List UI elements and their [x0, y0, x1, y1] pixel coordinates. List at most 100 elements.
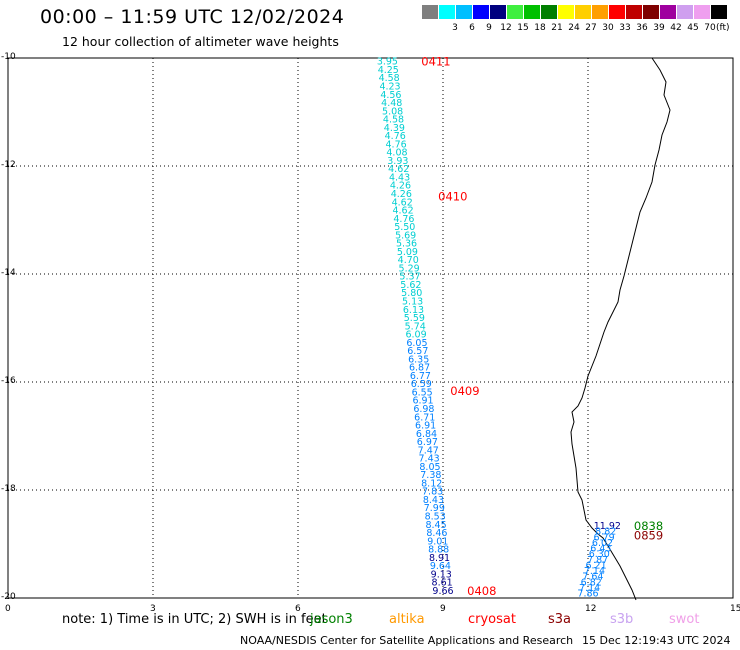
wave-height-value: 7.64: [582, 572, 603, 583]
wave-height-value: 8.46: [426, 528, 447, 539]
wave-height-value: 6.57: [407, 346, 428, 357]
scale-tick-label: 12: [500, 23, 512, 33]
scale-tick-label: 39: [653, 23, 665, 33]
wave-height-value: 4.26: [391, 189, 412, 200]
wave-height-value: 6.30: [589, 549, 610, 560]
latitude-label: -16: [1, 376, 16, 386]
wave-height-value: 5.69: [395, 230, 416, 241]
scale-tick-label: 27: [585, 23, 597, 33]
pass-time-label: 0859: [634, 528, 663, 542]
wave-height-value: 6.05: [406, 338, 427, 349]
pass-time-label: 0410: [438, 190, 467, 204]
latitude-label: -20: [1, 592, 16, 602]
wave-height-value: 6.55: [412, 387, 433, 398]
wave-height-value: 4.48: [381, 98, 402, 109]
wave-height-value: 6.59: [411, 379, 432, 390]
wave-height-value: 7.87: [587, 555, 608, 566]
wave-height-value: 6.97: [417, 437, 438, 448]
scale-swatch: [626, 5, 642, 19]
wave-height-value: 6.13: [403, 305, 424, 316]
map-subtitle: 12 hour collection of altimeter wave hei…: [62, 34, 339, 49]
scale-tick-label: 9: [486, 23, 492, 33]
wave-height-value: 5.80: [401, 288, 422, 299]
lat-lon-grid: [7, 57, 734, 599]
wave-height-observations: 3.954.254.584.234.564.485.084.584.394.76…: [377, 55, 663, 600]
wave-height-value: 4.58: [379, 73, 400, 84]
scale-swatch: [694, 5, 710, 19]
scale-swatch: [558, 5, 574, 19]
satellite-legend-s3b: s3b: [610, 612, 634, 627]
satellite-legend-s3a: s3a: [548, 612, 572, 627]
scale-tick-label: 15: [517, 23, 529, 33]
wave-height-value: 8.88: [428, 545, 449, 556]
scale-swatch: [575, 5, 591, 19]
pass-time-label: 0838: [634, 519, 663, 533]
wave-height-value: 6.02: [592, 538, 613, 549]
wave-height-value: 5.59: [404, 313, 425, 324]
scale-tick-label: 24: [568, 23, 580, 33]
coastline: [570, 57, 671, 601]
wave-height-value: 6.91: [415, 421, 436, 432]
wave-height-value: 3.93: [387, 156, 408, 167]
satellite-legend-altika: altika: [389, 612, 425, 627]
footer-credit: NOAA/NESDIS Center for Satellite Applica…: [240, 634, 730, 647]
wave-height-value: 9.66: [432, 586, 453, 597]
scale-swatch: [541, 5, 557, 19]
wave-height-value: 8.53: [425, 511, 446, 522]
scale-swatch: [422, 5, 438, 19]
scale-tick-label: 36: [636, 23, 648, 33]
scale-tick-label: 42: [670, 23, 682, 33]
scale-swatch: [439, 5, 455, 19]
wave-height-value: 5.74: [405, 321, 426, 332]
scale-swatch: [660, 5, 676, 19]
scale-tick-label: 45: [687, 23, 699, 33]
scale-tick-label: 6: [469, 23, 475, 33]
longitude-label: 9: [440, 604, 446, 614]
scale-swatch: [711, 5, 727, 19]
wave-height-value: 4.76: [386, 139, 407, 150]
footer-note: note: 1) Time is in UTC; 2) SWH is in fe…: [62, 612, 327, 627]
satellite-legend-jason3: jason3: [310, 612, 353, 627]
scale-tick-label: 33: [619, 23, 631, 33]
map-frame: [7, 57, 734, 599]
scale-tick-label: 70: [704, 23, 716, 33]
wave-height-value: 6.35: [408, 354, 429, 365]
wave-height-value: 8.91: [429, 553, 450, 564]
wave-height-value: 7.43: [419, 454, 440, 465]
wave-height-value: 5.36: [396, 239, 417, 250]
wave-height-value: 6.79: [594, 532, 615, 543]
wave-height-value: 7.47: [418, 445, 439, 456]
wave-height-value: 7.86: [577, 589, 598, 600]
credit-text: NOAA/NESDIS Center for Satellite Applica…: [240, 634, 574, 647]
scale-tick-label: 18: [534, 23, 546, 33]
map-title: 00:00 – 11:59 UTC 12/02/2024: [40, 6, 345, 28]
wave-height-value: 8.45: [425, 520, 446, 531]
satellite-legend-swot: swot: [669, 612, 700, 627]
wave-height-value: 4.39: [384, 123, 405, 134]
scale-swatch: [643, 5, 659, 19]
wave-height-value: 6.43: [590, 544, 611, 555]
wave-height-value: 6.21: [585, 560, 606, 571]
wave-height-value: 5.09: [397, 247, 418, 258]
scale-swatch: [677, 5, 693, 19]
wave-height-value: 5.29: [399, 263, 420, 274]
wave-height-value: 5.50: [394, 222, 415, 233]
wave-height-value: 7.83: [422, 487, 443, 498]
wave-height-value: 6.77: [410, 371, 431, 382]
wave-height-value: 5.08: [382, 106, 403, 117]
wave-height-value: 8.05: [419, 462, 440, 473]
pass-time-label: 0409: [450, 384, 479, 398]
longitude-label: 6: [295, 604, 301, 614]
latitude-label: -12: [1, 160, 16, 170]
wave-height-value: 9.01: [427, 536, 448, 547]
wave-height-value: 4.43: [389, 172, 410, 183]
scale-unit-label: (ft): [716, 23, 730, 33]
wave-height-value: 7.14: [584, 566, 605, 577]
wave-height-value: 4.62: [392, 197, 413, 208]
wave-height-value: 9.64: [430, 561, 451, 572]
wave-height-value: 6.82: [581, 577, 602, 588]
wave-height-value: 9.13: [431, 569, 452, 580]
wave-height-value: 8.82: [595, 527, 616, 538]
latitude-label: -10: [1, 52, 16, 62]
